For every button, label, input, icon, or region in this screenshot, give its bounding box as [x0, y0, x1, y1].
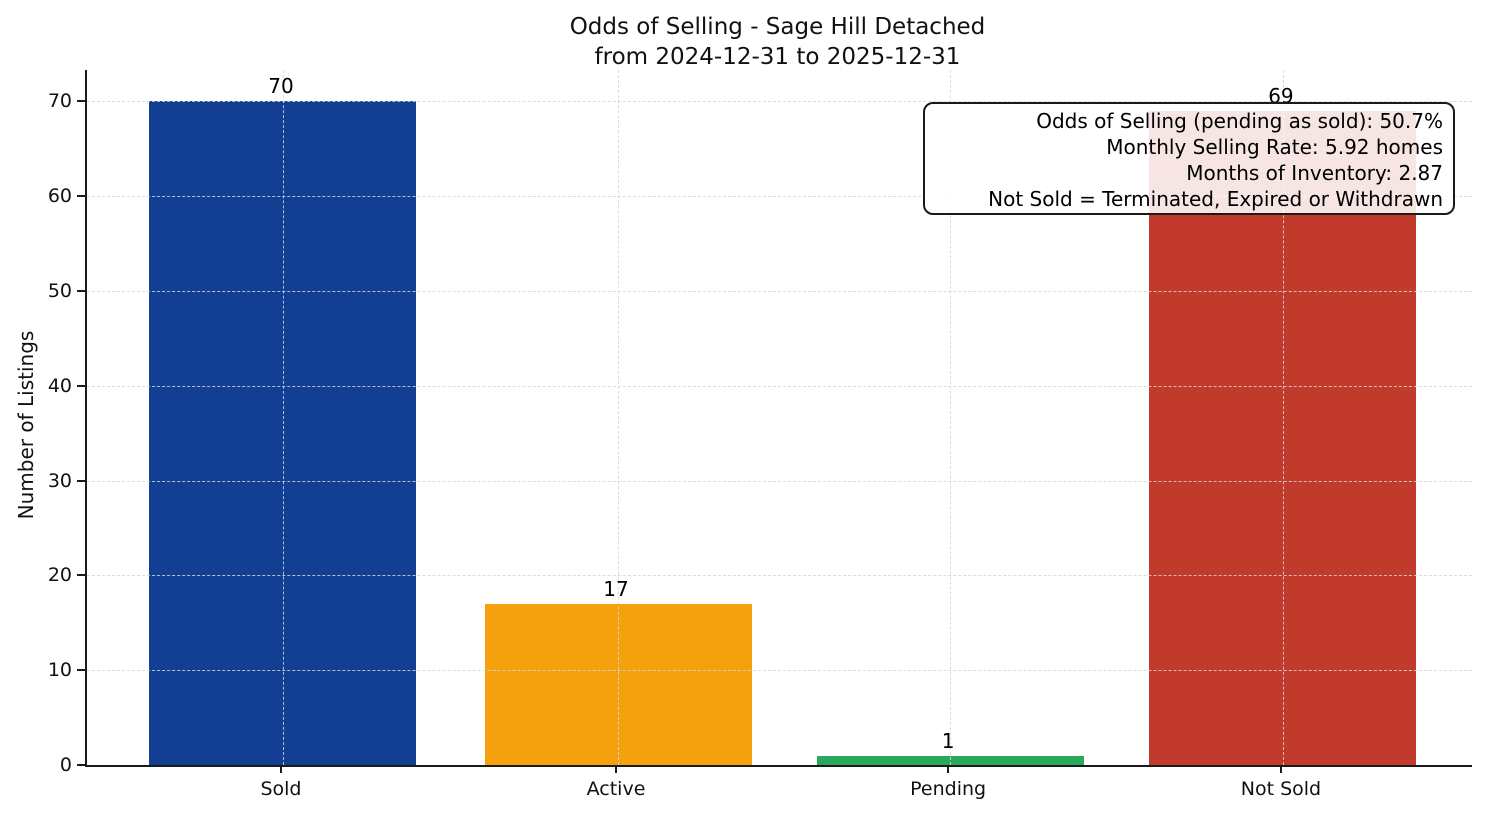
- plot-area: [85, 70, 1472, 767]
- x-tick-mark-active: [615, 765, 617, 773]
- y-tick-label-60: 60: [47, 185, 72, 208]
- y-tick-mark-20: [77, 574, 85, 577]
- gridline-horizontal-30: [87, 480, 1472, 482]
- x-tick-label-sold: Sold: [260, 778, 302, 800]
- gridline-horizontal-10: [87, 670, 1472, 672]
- bar-value-label-sold: 70: [268, 74, 294, 99]
- y-tick-mark-60: [77, 195, 85, 198]
- gridline-horizontal-60: [87, 196, 1472, 198]
- gridline-vertical-pending: [950, 70, 952, 765]
- x-tick-mark-pending: [947, 765, 950, 773]
- y-tick-label-70: 70: [47, 90, 72, 113]
- x-tick-mark-sold: [279, 765, 282, 773]
- y-tick-label-50: 50: [47, 279, 72, 302]
- x-tick-label-not-sold: Not Sold: [1240, 778, 1322, 800]
- y-tick-label-20: 20: [47, 564, 72, 587]
- annotation-line-inventory: Months of Inventory: 2.87: [1186, 161, 1443, 185]
- chart-subtitle: from 2024-12-31 to 2025-12-31: [594, 44, 961, 70]
- gridline-horizontal-20: [87, 575, 1472, 577]
- chart-title-block: Odds of Selling - Sage Hill Detached fro…: [85, 12, 1470, 72]
- x-tick-label-pending: Pending: [910, 778, 987, 800]
- bar-value-label-pending: 1: [941, 728, 955, 753]
- gridline-vertical-sold: [282, 70, 284, 765]
- gridline-horizontal-40: [87, 385, 1472, 387]
- y-tick-mark-50: [77, 289, 85, 292]
- y-tick-mark-10: [77, 669, 85, 672]
- y-tick-label-10: 10: [47, 659, 72, 682]
- x-tick-label-active: Active: [586, 778, 646, 800]
- gridline-horizontal-70: [87, 101, 1472, 103]
- annotation-box: Odds of Selling (pending as sold): 50.7%…: [923, 102, 1455, 215]
- chart-title: Odds of Selling - Sage Hill Detached: [569, 14, 986, 40]
- annotation-line-odds: Odds of Selling (pending as sold): 50.7%: [1036, 109, 1443, 133]
- gridline-vertical-not-sold: [1282, 70, 1284, 765]
- y-tick-mark-30: [77, 479, 85, 482]
- gridline-horizontal-50: [87, 290, 1472, 292]
- y-tick-label-0: 0: [59, 754, 72, 776]
- annotation-line-not-sold-def: Not Sold = Terminated, Expired or Withdr…: [988, 187, 1443, 211]
- annotation-line-selling-rate: Monthly Selling Rate: 5.92 homes: [1106, 135, 1443, 159]
- y-tick-mark-40: [77, 384, 85, 387]
- x-tick-mark-not-sold: [1279, 765, 1282, 773]
- bar-value-label-active: 17: [603, 576, 629, 601]
- y-tick-mark-70: [77, 100, 85, 103]
- gridline-vertical-active: [618, 70, 619, 765]
- y-tick-mark-0: [77, 764, 85, 766]
- y-tick-label-40: 40: [47, 374, 72, 397]
- y-tick-label-30: 30: [47, 469, 72, 492]
